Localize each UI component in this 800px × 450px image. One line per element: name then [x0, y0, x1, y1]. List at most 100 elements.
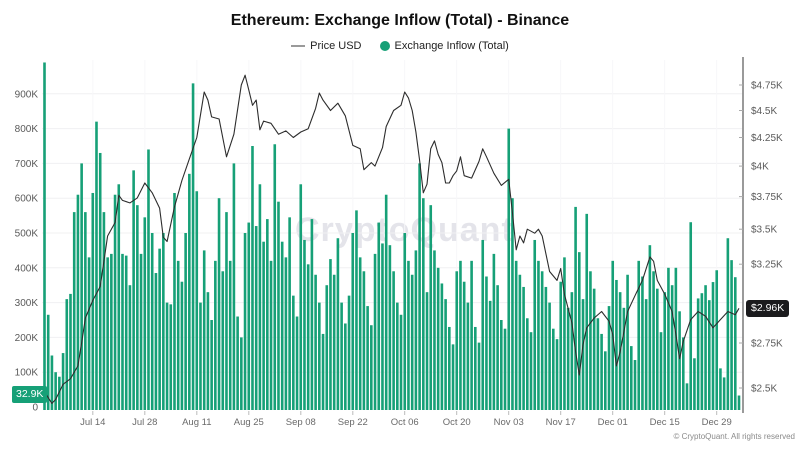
inflow-bar — [117, 184, 121, 410]
inflow-bar — [462, 281, 466, 410]
inflow-bar — [481, 239, 485, 410]
legend-item-inflow[interactable]: Exchange Inflow (Total) — [379, 40, 509, 52]
inflow-bar — [370, 325, 373, 410]
inflow-bar — [533, 239, 537, 410]
inflow-bar — [637, 260, 641, 410]
y-left-tick-label: 200K — [15, 333, 39, 344]
inflow-bar — [726, 238, 730, 410]
inflow-bar — [715, 270, 719, 410]
inflow-bar — [407, 260, 410, 410]
inflow-bar — [306, 264, 310, 410]
inflow-bar — [641, 276, 644, 410]
inflow-bar — [358, 257, 362, 410]
y-left-tick-label: 100K — [15, 368, 39, 379]
inflow-bar — [318, 302, 321, 410]
inflow-bar — [466, 302, 470, 410]
x-axis-tick-label: Sep 22 — [338, 417, 368, 428]
x-axis-tick-label: Sep 08 — [286, 417, 316, 428]
inflow-bar — [548, 302, 551, 410]
inflow-bar — [128, 285, 132, 410]
inflow-bar — [362, 271, 366, 410]
inflow-bar — [262, 241, 265, 410]
inflow-bar — [280, 241, 284, 410]
inflow-bar — [410, 274, 414, 410]
inflow-bar — [46, 314, 50, 410]
inflow-bar — [685, 383, 689, 410]
inflow-bar — [217, 198, 221, 410]
inflow-bar — [87, 257, 91, 410]
inflow-bar — [273, 144, 277, 410]
inflow-bar — [440, 283, 444, 410]
inflow-bar — [344, 323, 347, 410]
inflow-bar — [674, 267, 678, 410]
y-right-tick-label: $4.5K — [751, 106, 777, 117]
inflow-bar — [136, 205, 139, 410]
inflow-bar — [644, 299, 648, 410]
y-right-tick-label: $3.25K — [751, 260, 783, 271]
inflow-bar — [321, 333, 325, 410]
inflow-bar — [433, 250, 436, 410]
inflow-bar — [188, 173, 191, 410]
inflow-bar — [191, 83, 195, 411]
inflow-bar — [54, 372, 57, 410]
x-axis-tick-label: Oct 06 — [391, 417, 419, 428]
inflow-bar — [540, 271, 544, 410]
inflow-bar — [514, 260, 518, 410]
y-left-tick-label: 900K — [15, 89, 39, 100]
inflow-bar — [254, 226, 258, 410]
inflow-bar — [150, 233, 154, 410]
inflow-bar — [76, 194, 80, 410]
inflow-bar — [288, 217, 291, 410]
inflow-bar — [165, 302, 169, 410]
y-left-tick-label: 400K — [15, 263, 39, 274]
inflow-bar — [451, 344, 455, 410]
inflow-bar — [299, 184, 303, 410]
inflow-bar — [184, 233, 187, 410]
inflow-bar — [158, 248, 161, 410]
inflow-bar — [351, 233, 355, 410]
legend-item-price[interactable]: Price USD — [291, 40, 362, 52]
inflow-bar — [604, 351, 607, 410]
inflow-dot-swatch-icon — [379, 41, 390, 51]
y-left-tick-label: 0 — [32, 403, 38, 414]
inflow-bar — [455, 271, 459, 410]
inflow-bar — [589, 271, 592, 410]
inflow-bar — [121, 253, 124, 410]
inflow-bar — [425, 292, 429, 410]
inflow-bar — [581, 299, 585, 410]
inflow-bar — [403, 233, 407, 410]
y-left-tick-label: 700K — [15, 159, 39, 170]
inflow-bar — [258, 184, 262, 410]
inflow-bar — [214, 260, 217, 410]
inflow-bar — [681, 337, 685, 410]
inflow-bar — [696, 298, 700, 410]
inflow-bar — [563, 257, 566, 410]
inflow-bar — [154, 273, 158, 410]
inflow-bar — [570, 292, 574, 410]
x-axis-tick-label: Dec 15 — [650, 417, 680, 428]
inflow-bar — [418, 163, 421, 410]
inflow-bar — [648, 245, 652, 410]
x-axis-tick-label: Nov 03 — [494, 417, 524, 428]
x-axis-tick-label: Aug 25 — [234, 417, 264, 428]
legend: Price USD Exchange Inflow (Total) — [0, 40, 800, 52]
inflow-bar — [659, 332, 663, 410]
inflow-bar — [147, 149, 150, 411]
inflow-bar — [106, 257, 109, 410]
y-right-tick-label: $4.25K — [751, 133, 783, 144]
inflow-bar — [414, 250, 418, 410]
inflow-bar — [422, 198, 425, 410]
inflow-bar — [448, 326, 451, 410]
inflow-bar — [622, 307, 626, 410]
inflow-bar — [444, 299, 447, 410]
inflow-bar — [737, 395, 741, 410]
inflow-bar — [655, 288, 659, 410]
inflow-bar — [670, 285, 674, 410]
inflow-bar — [429, 205, 433, 410]
inflow-bar — [80, 163, 83, 410]
inflow-bar — [247, 222, 251, 410]
inflow-bar — [210, 320, 213, 410]
inflow-bar — [707, 300, 711, 410]
inflow-bar — [459, 260, 462, 410]
